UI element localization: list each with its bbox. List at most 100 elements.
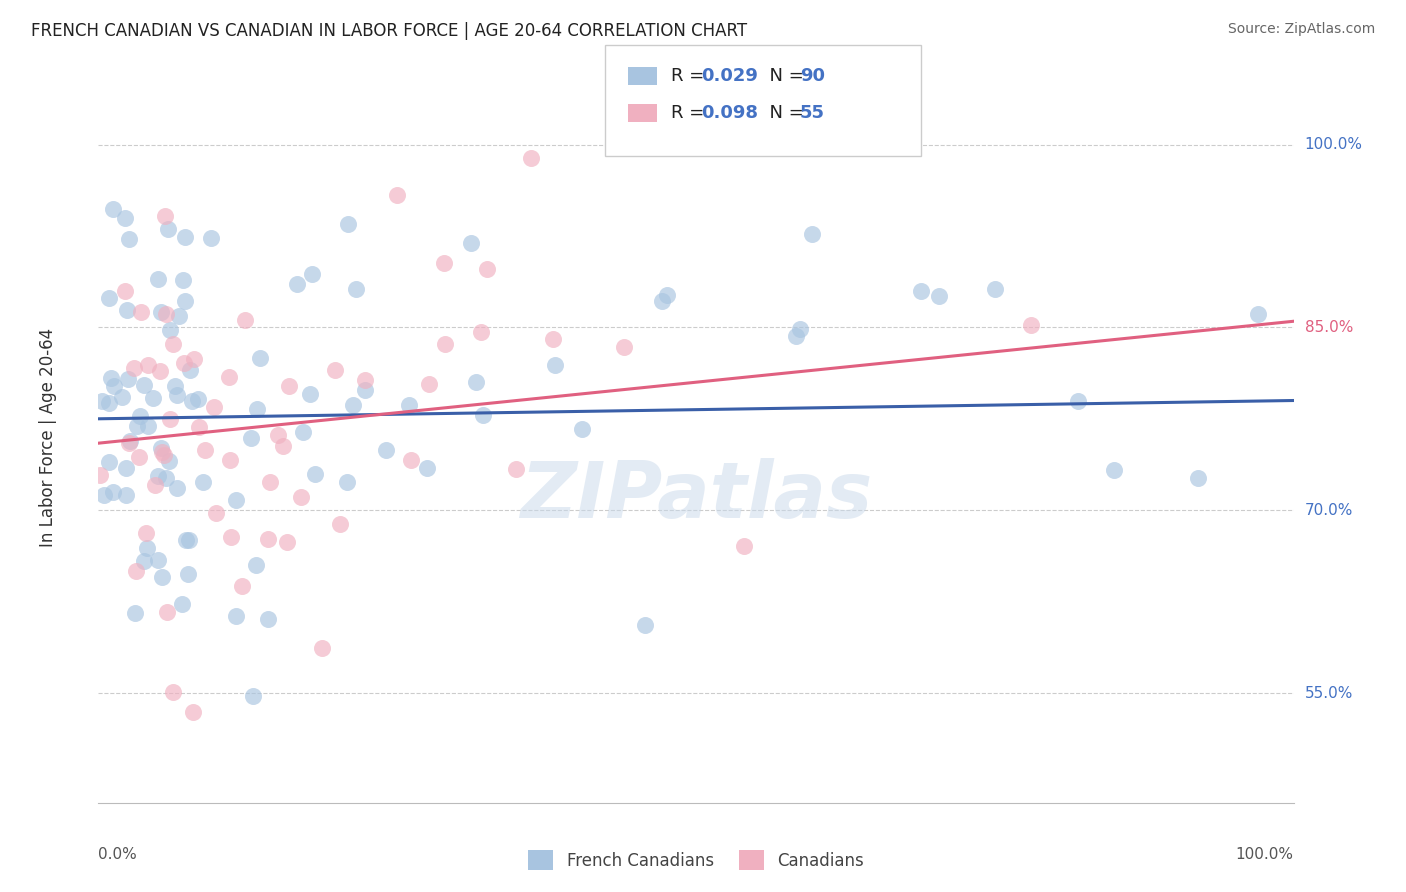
Point — [181, 705, 204, 719]
Point — [342, 398, 364, 412]
Point — [152, 570, 174, 584]
Point — [124, 361, 146, 376]
Point — [127, 419, 149, 434]
Point — [354, 384, 377, 398]
Point — [114, 211, 136, 226]
Point — [233, 313, 256, 327]
Point — [544, 358, 567, 372]
Point — [191, 475, 214, 489]
Point — [541, 332, 564, 346]
Point — [398, 398, 420, 412]
Point — [287, 277, 309, 291]
Point — [98, 455, 121, 469]
Text: FRENCH CANADIAN VS CANADIAN IN LABOR FORCE | AGE 20-64 CORRELATION CHART: FRENCH CANADIAN VS CANADIAN IN LABOR FOR… — [31, 22, 747, 40]
Point — [146, 469, 169, 483]
Point — [789, 322, 811, 336]
Point — [204, 507, 226, 521]
Point — [155, 307, 177, 321]
Point — [117, 372, 139, 386]
Point — [202, 400, 225, 414]
Text: 55.0%: 55.0% — [1305, 686, 1353, 700]
Point — [416, 461, 439, 475]
Point — [256, 532, 278, 546]
Point — [257, 612, 280, 626]
Text: N =: N = — [758, 104, 810, 122]
Point — [231, 579, 253, 593]
Point — [304, 467, 326, 482]
Point — [984, 282, 1007, 296]
Point — [188, 420, 211, 434]
Point — [733, 539, 755, 553]
Point — [150, 304, 173, 318]
Text: 0.0%: 0.0% — [98, 847, 138, 862]
Point — [301, 267, 323, 281]
Point — [1019, 318, 1042, 332]
Point — [156, 222, 179, 236]
Point — [1247, 307, 1270, 321]
Text: In Labor Force | Age 20-64: In Labor Force | Age 20-64 — [39, 327, 58, 547]
Point — [472, 409, 495, 423]
Point — [194, 442, 217, 457]
Text: 100.0%: 100.0% — [1305, 137, 1362, 152]
Point — [90, 394, 112, 409]
Point — [325, 363, 347, 377]
Point — [115, 303, 138, 318]
Point — [146, 553, 169, 567]
Point — [136, 541, 159, 555]
Point — [179, 363, 201, 377]
Point — [910, 284, 932, 298]
Point — [651, 293, 673, 308]
Point — [100, 370, 122, 384]
Point — [344, 282, 367, 296]
Point — [163, 379, 186, 393]
Text: 85.0%: 85.0% — [1305, 320, 1353, 334]
Legend: French Canadians, Canadians: French Canadians, Canadians — [520, 841, 872, 879]
Point — [299, 387, 322, 401]
Point — [519, 151, 541, 165]
Point — [177, 567, 200, 582]
Point — [183, 352, 205, 367]
Text: R =: R = — [671, 104, 710, 122]
Point — [132, 554, 155, 568]
Point — [136, 359, 159, 373]
Point — [246, 402, 269, 417]
Point — [120, 434, 142, 448]
Point — [1187, 471, 1209, 485]
Point — [418, 376, 440, 391]
Point — [118, 436, 141, 450]
Point — [801, 227, 824, 241]
Point — [613, 340, 636, 354]
Point — [336, 217, 359, 231]
Text: 90: 90 — [800, 67, 825, 85]
Point — [153, 209, 176, 223]
Point — [148, 364, 170, 378]
Point — [174, 533, 197, 547]
Point — [434, 336, 457, 351]
Point — [142, 391, 165, 405]
Point — [273, 439, 295, 453]
Point — [172, 273, 194, 287]
Point — [311, 641, 333, 656]
Point — [173, 356, 195, 370]
Point — [278, 378, 301, 392]
Point — [245, 558, 267, 572]
Point — [239, 432, 262, 446]
Point — [785, 329, 807, 343]
Point — [159, 323, 181, 337]
Point — [276, 535, 298, 549]
Point — [657, 287, 679, 301]
Point — [259, 475, 281, 490]
Point — [128, 450, 150, 464]
Point — [219, 453, 242, 467]
Point — [374, 442, 396, 457]
Text: N =: N = — [758, 67, 810, 85]
Point — [150, 442, 173, 456]
Point — [634, 618, 657, 632]
Point — [114, 285, 136, 299]
Point — [460, 236, 482, 251]
Point — [146, 272, 169, 286]
Point — [225, 493, 247, 508]
Text: 55: 55 — [800, 104, 825, 122]
Text: 0.098: 0.098 — [702, 104, 759, 122]
Point — [162, 685, 184, 699]
